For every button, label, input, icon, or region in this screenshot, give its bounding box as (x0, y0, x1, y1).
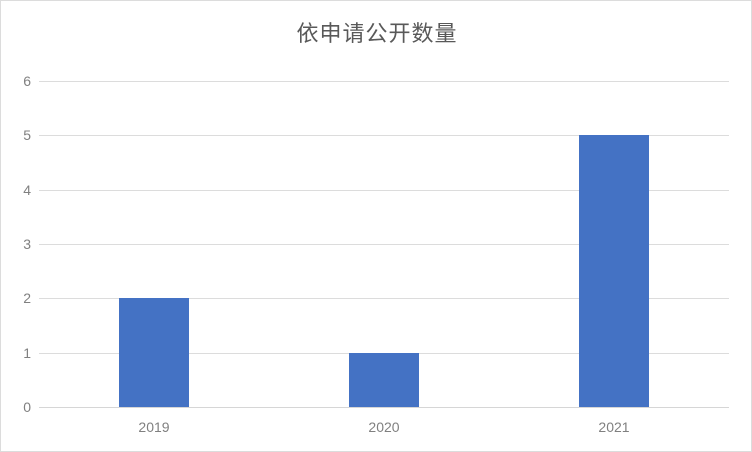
y-axis-tick-label: 6 (23, 73, 31, 89)
gridline (39, 407, 729, 408)
y-axis-tick-label: 5 (23, 127, 31, 144)
y-axis-tick-label: 0 (23, 399, 31, 415)
y-axis-tick-label: 1 (23, 344, 31, 361)
gridline (39, 135, 729, 137)
y-axis-tick-label: 2 (23, 290, 31, 307)
chart-title: 依申请公开数量 (296, 21, 458, 46)
x-axis-tick-label-2019: 2019 (138, 419, 170, 435)
y-axis-tick-label: 3 (23, 236, 31, 252)
bar-2020[interactable] (349, 352, 419, 407)
bar-2021[interactable] (579, 135, 649, 407)
gridline (39, 81, 729, 82)
gridline (39, 189, 729, 191)
bar-series (39, 81, 729, 407)
gridline (39, 244, 729, 245)
plot-area (39, 81, 729, 408)
x-axis-tick-label-2021: 2021 (598, 419, 630, 435)
bar-2019[interactable] (119, 298, 189, 407)
gridline (39, 298, 729, 300)
x-axis-tick-label-2020: 2020 (368, 419, 400, 435)
y-axis-tick-label: 4 (23, 181, 31, 198)
